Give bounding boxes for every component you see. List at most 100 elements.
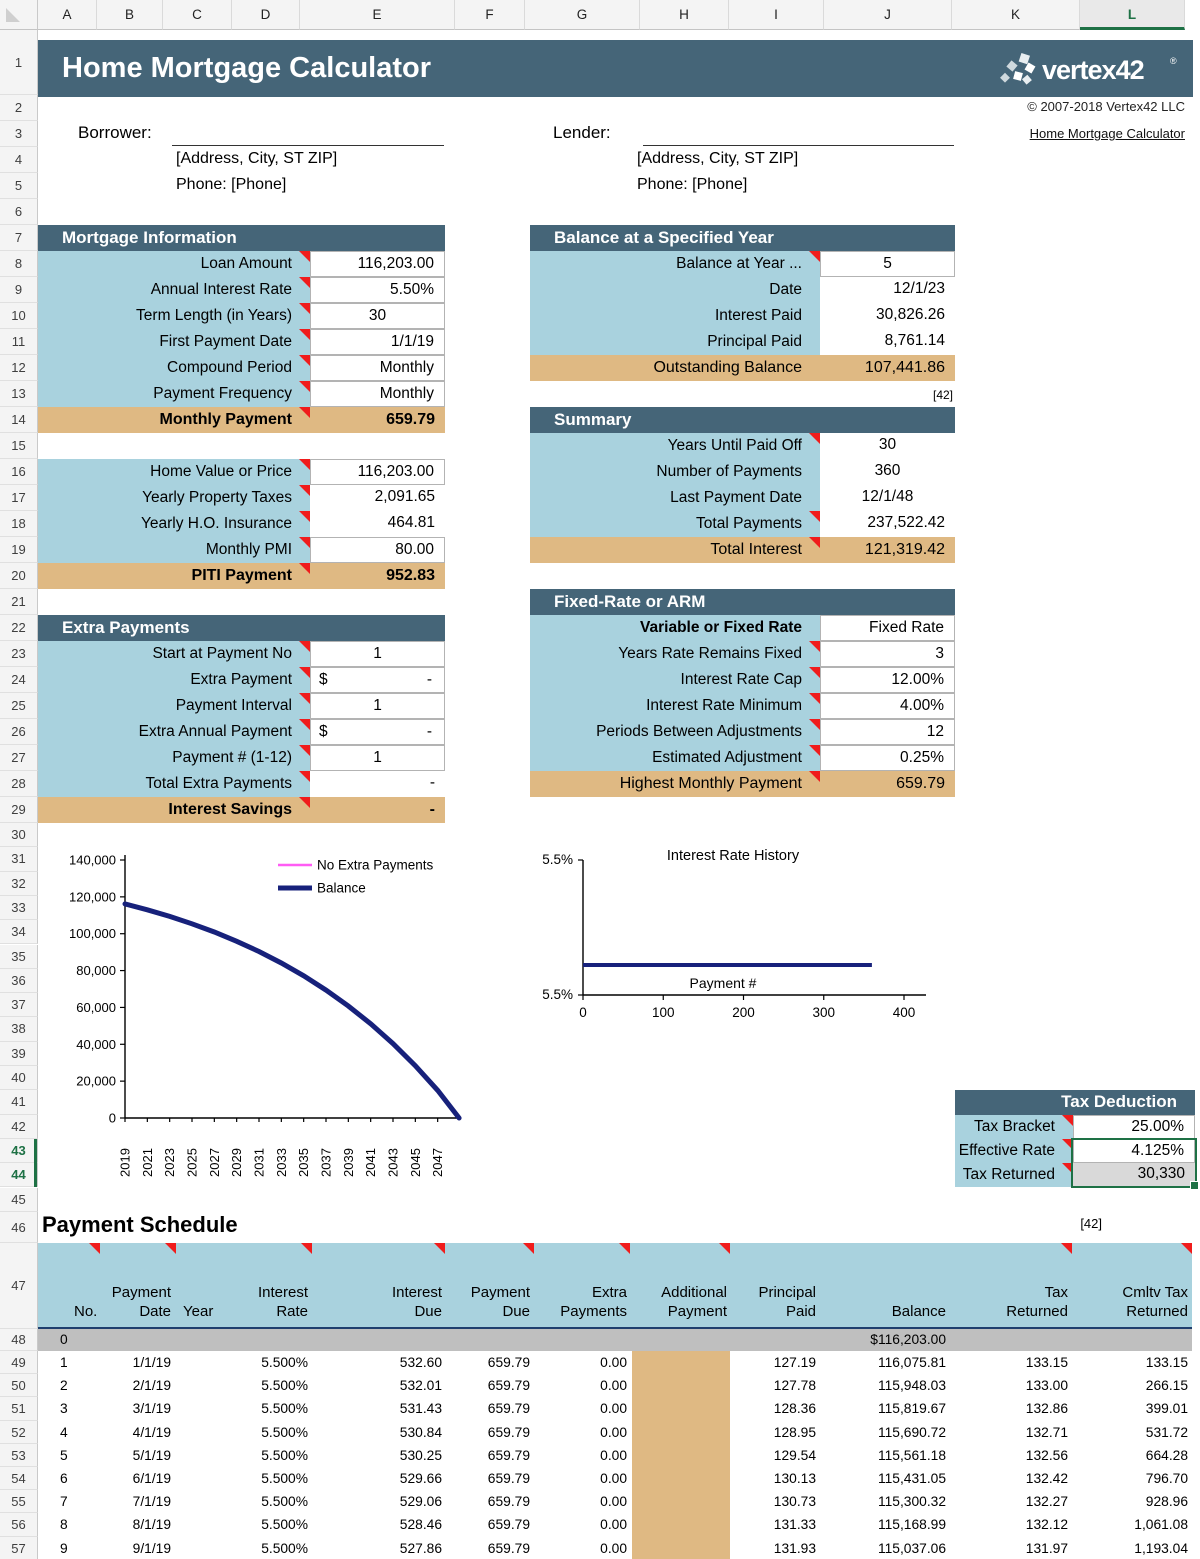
column-header-D[interactable]: D bbox=[232, 0, 300, 30]
row-header-19[interactable]: 19 bbox=[0, 537, 38, 563]
row-header-55[interactable]: 55 bbox=[0, 1490, 38, 1514]
row-header-45[interactable]: 45 bbox=[0, 1187, 38, 1212]
row-header-35[interactable]: 35 bbox=[0, 944, 38, 969]
lender-phone[interactable]: Phone: [Phone] bbox=[637, 176, 748, 193]
column-header-C[interactable]: C bbox=[163, 0, 232, 30]
row-header-20[interactable]: 20 bbox=[0, 563, 38, 589]
lender-name-field[interactable] bbox=[643, 145, 954, 146]
lender-address[interactable]: [Address, City, ST ZIP] bbox=[637, 150, 799, 167]
row-header-53[interactable]: 53 bbox=[0, 1443, 38, 1467]
row-header-50[interactable]: 50 bbox=[0, 1374, 38, 1398]
row-header-26[interactable]: 26 bbox=[0, 719, 38, 745]
row-header-46[interactable]: 46 bbox=[0, 1212, 38, 1243]
row-header-6[interactable]: 6 bbox=[0, 199, 38, 225]
template-link[interactable]: Home Mortgage Calculator bbox=[1029, 126, 1185, 141]
row-header-11[interactable]: 11 bbox=[0, 329, 38, 355]
row-header-23[interactable]: 23 bbox=[0, 641, 38, 667]
column-header-A[interactable]: A bbox=[38, 0, 97, 30]
row-header-27[interactable]: 27 bbox=[0, 745, 38, 771]
row-header-36[interactable]: 36 bbox=[0, 968, 38, 994]
form-value-arm-0[interactable]: Fixed Rate bbox=[820, 615, 955, 641]
column-header-K[interactable]: K bbox=[952, 0, 1080, 30]
column-header-H[interactable]: H bbox=[640, 0, 729, 30]
row-header-14[interactable]: 14 bbox=[0, 407, 38, 433]
row-header-18[interactable]: 18 bbox=[0, 511, 38, 537]
form-value-arm-2[interactable]: 12.00% bbox=[820, 667, 955, 693]
row-header-51[interactable]: 51 bbox=[0, 1397, 38, 1421]
row-header-4[interactable]: 4 bbox=[0, 147, 38, 173]
row-header-7[interactable]: 7 bbox=[0, 225, 38, 251]
row-header-32[interactable]: 32 bbox=[0, 871, 38, 896]
row-header-43[interactable]: 43 bbox=[0, 1138, 38, 1164]
form-value-home_value-3[interactable]: 80.00 bbox=[310, 537, 445, 563]
form-value-mortgage_info-5[interactable]: Monthly bbox=[310, 381, 445, 407]
row-header-12[interactable]: 12 bbox=[0, 355, 38, 381]
additional-payment-input-cell[interactable] bbox=[632, 1420, 730, 1444]
row-header-38[interactable]: 38 bbox=[0, 1017, 38, 1042]
form-value-extra_payments-2[interactable]: 1 bbox=[310, 693, 445, 719]
row-header-8[interactable]: 8 bbox=[0, 251, 38, 277]
additional-payment-input-cell[interactable] bbox=[632, 1443, 730, 1467]
row-header-13[interactable]: 13 bbox=[0, 381, 38, 407]
row-header-49[interactable]: 49 bbox=[0, 1351, 38, 1375]
row-header-33[interactable]: 33 bbox=[0, 895, 38, 921]
borrower-address[interactable]: [Address, City, ST ZIP] bbox=[176, 150, 338, 167]
column-header-G[interactable]: G bbox=[525, 0, 640, 30]
row-header-21[interactable]: 21 bbox=[0, 589, 38, 615]
form-value-extra_payments-0[interactable]: 1 bbox=[310, 641, 445, 667]
row-header-30[interactable]: 30 bbox=[0, 823, 38, 848]
additional-payment-input-cell[interactable] bbox=[632, 1536, 730, 1559]
form-value-balance_year-0[interactable]: 5 bbox=[820, 251, 955, 277]
row-header-15[interactable]: 15 bbox=[0, 433, 38, 459]
row-header-29[interactable]: 29 bbox=[0, 797, 38, 823]
form-value-extra_payments-4[interactable]: 1 bbox=[310, 745, 445, 771]
form-value-extra_payments-1[interactable]: $ - bbox=[310, 667, 445, 693]
row-header-24[interactable]: 24 bbox=[0, 667, 38, 693]
row-header-54[interactable]: 54 bbox=[0, 1467, 38, 1491]
borrower-phone[interactable]: Phone: [Phone] bbox=[176, 176, 287, 193]
select-all-corner[interactable] bbox=[0, 0, 38, 30]
form-value-arm-1[interactable]: 3 bbox=[820, 641, 955, 667]
form-value-arm-4[interactable]: 12 bbox=[820, 719, 955, 745]
row-header-48[interactable]: 48 bbox=[0, 1329, 38, 1351]
additional-payment-input-cell[interactable] bbox=[632, 1490, 730, 1514]
row-header-9[interactable]: 9 bbox=[0, 277, 38, 303]
column-header-F[interactable]: F bbox=[455, 0, 525, 30]
form-value-mortgage_info-2[interactable]: 30 bbox=[310, 303, 445, 329]
row-header-47[interactable]: 47 bbox=[0, 1243, 38, 1329]
borrower-name-field[interactable] bbox=[172, 145, 444, 146]
additional-payment-input-cell[interactable] bbox=[632, 1397, 730, 1421]
form-value-mortgage_info-0[interactable]: 116,203.00 bbox=[310, 251, 445, 277]
form-value-home_value-0[interactable]: 116,203.00 bbox=[310, 459, 445, 485]
row-header-40[interactable]: 40 bbox=[0, 1066, 38, 1091]
form-value-arm-5[interactable]: 0.25% bbox=[820, 745, 955, 771]
row-header-3[interactable]: 3 bbox=[0, 121, 38, 147]
form-value-extra_payments-3[interactable]: $ - bbox=[310, 719, 445, 745]
form-value-mortgage_info-1[interactable]: 5.50% bbox=[310, 277, 445, 303]
column-header-I[interactable]: I bbox=[729, 0, 824, 30]
row-header-5[interactable]: 5 bbox=[0, 173, 38, 199]
row-header-28[interactable]: 28 bbox=[0, 771, 38, 797]
column-header-B[interactable]: B bbox=[97, 0, 163, 30]
additional-payment-input-cell[interactable] bbox=[632, 1374, 730, 1398]
row-header-41[interactable]: 41 bbox=[0, 1090, 38, 1115]
additional-payment-input-cell[interactable] bbox=[632, 1467, 730, 1491]
row-header-37[interactable]: 37 bbox=[0, 993, 38, 1018]
row-header-39[interactable]: 39 bbox=[0, 1041, 38, 1066]
row-header-1[interactable]: 1 bbox=[0, 30, 38, 95]
row-header-52[interactable]: 52 bbox=[0, 1420, 38, 1444]
row-header-57[interactable]: 57 bbox=[0, 1536, 38, 1559]
row-header-17[interactable]: 17 bbox=[0, 485, 38, 511]
form-value-tax-1[interactable]: 4.125% bbox=[1073, 1138, 1195, 1164]
row-header-34[interactable]: 34 bbox=[0, 920, 38, 945]
row-header-10[interactable]: 10 bbox=[0, 303, 38, 329]
row-header-25[interactable]: 25 bbox=[0, 693, 38, 719]
row-header-2[interactable]: 2 bbox=[0, 95, 38, 121]
row-header-16[interactable]: 16 bbox=[0, 459, 38, 485]
column-header-E[interactable]: E bbox=[300, 0, 455, 30]
column-header-L[interactable]: L bbox=[1080, 0, 1185, 30]
row-header-56[interactable]: 56 bbox=[0, 1513, 38, 1537]
row-header-31[interactable]: 31 bbox=[0, 847, 38, 872]
form-value-arm-3[interactable]: 4.00% bbox=[820, 693, 955, 719]
form-value-mortgage_info-4[interactable]: Monthly bbox=[310, 355, 445, 381]
